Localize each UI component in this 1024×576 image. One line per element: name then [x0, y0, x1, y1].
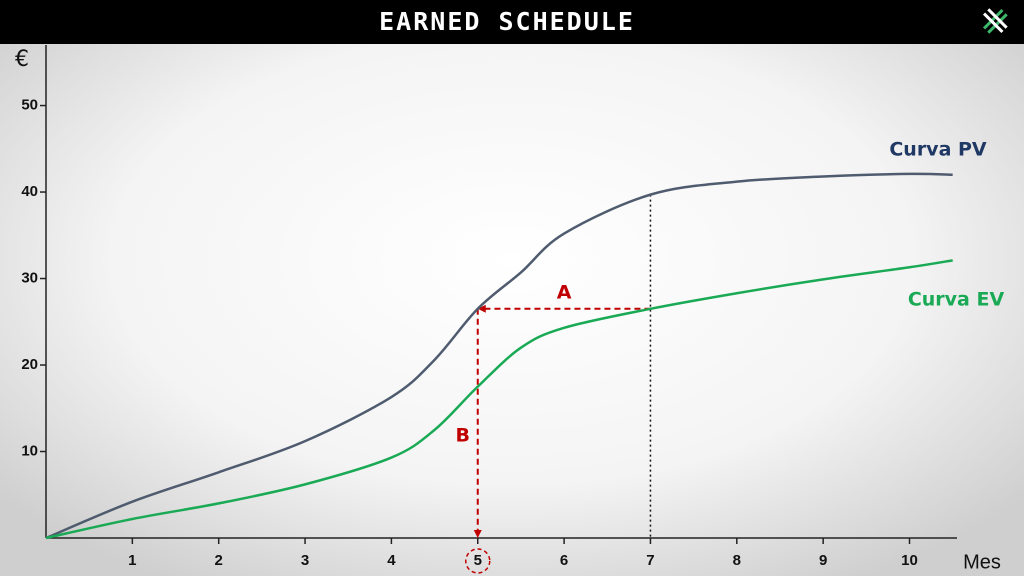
x-tick-label: 6: [560, 552, 568, 569]
series-label: Curva EV: [908, 289, 1005, 311]
x-tick-label: 10: [901, 552, 918, 569]
x-tick-label: 8: [733, 552, 741, 569]
x-tick-label: 9: [819, 552, 827, 569]
x-tick-label: 7: [646, 552, 654, 569]
arrow-head: [473, 530, 482, 538]
y-tick-label: 10: [21, 442, 38, 459]
annotation: A: [557, 281, 572, 303]
x-axis-label: Mes: [963, 551, 1001, 573]
series-label: Curva PV: [889, 139, 987, 161]
tick-highlight: [465, 548, 491, 574]
x-tick-label: 2: [215, 552, 223, 569]
title-bar: [0, 0, 1024, 44]
y-tick-label: 50: [21, 97, 38, 114]
series-line: [45, 259, 953, 540]
x-tick-label: 4: [387, 552, 396, 569]
chart-title: EARNED SCHEDULE: [379, 7, 635, 36]
y-tick-label: 30: [21, 269, 38, 286]
x-tick-label: 1: [128, 552, 136, 569]
x-tick-label: 5: [474, 552, 482, 569]
annotation: B: [456, 425, 470, 447]
logo: [982, 8, 1008, 34]
series-line: [45, 172, 953, 540]
arrow-head: [477, 304, 486, 313]
y-axis-label: €: [15, 47, 29, 72]
y-tick-label: 40: [21, 183, 38, 200]
x-tick-label: 3: [301, 552, 309, 569]
y-tick-label: 20: [21, 356, 38, 373]
